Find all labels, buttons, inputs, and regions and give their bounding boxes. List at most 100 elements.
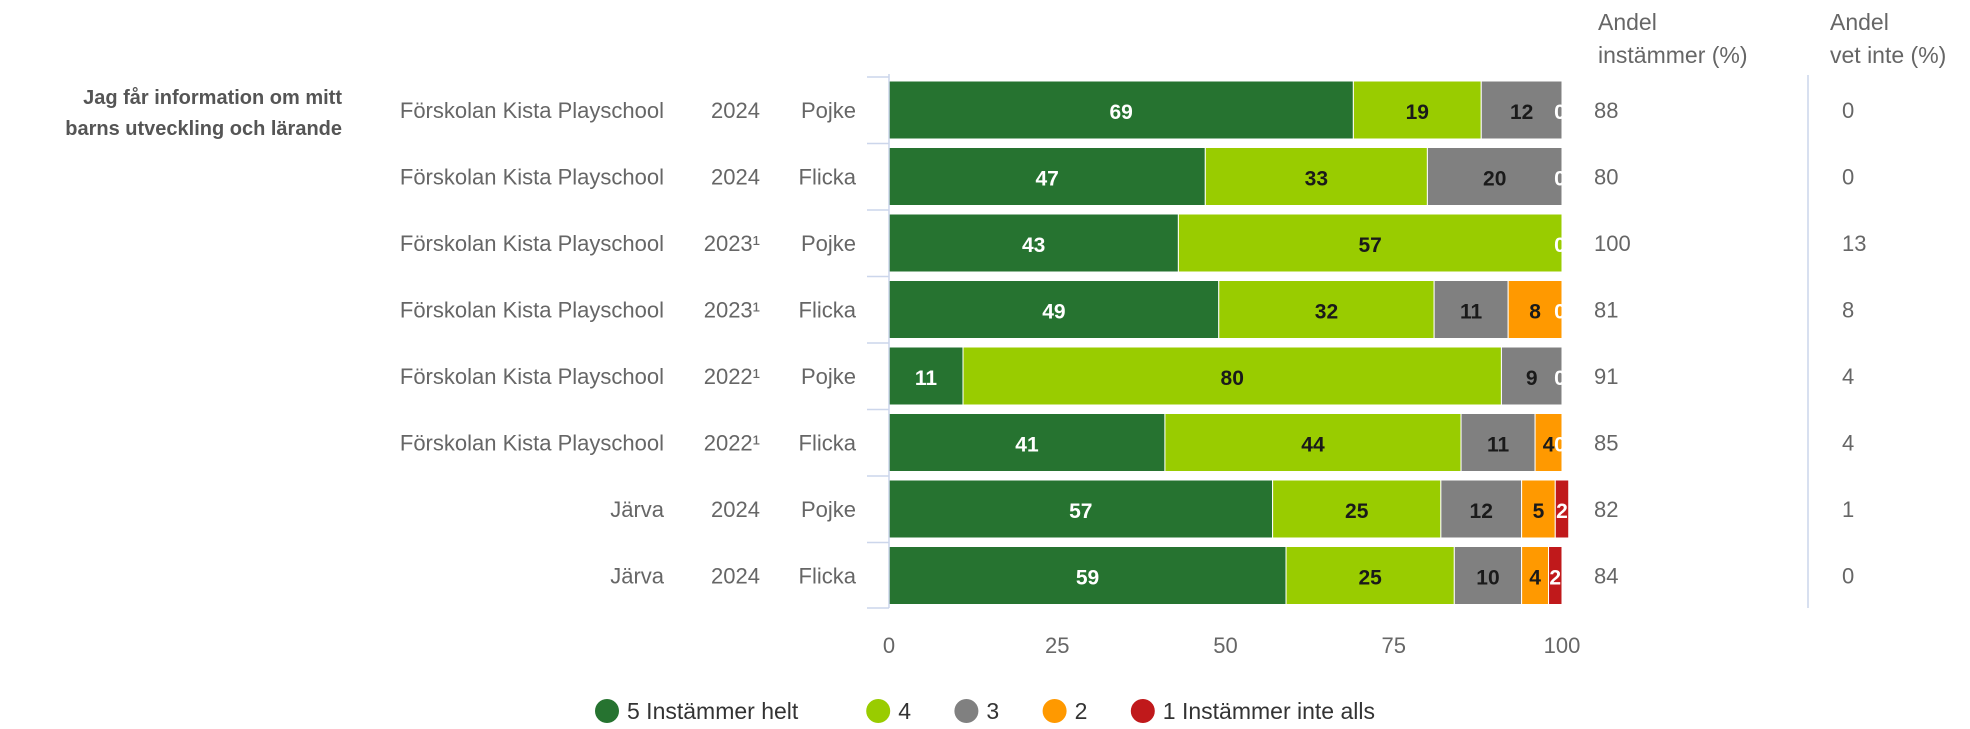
bar-segment	[1554, 479, 1570, 539]
data-label: 20	[1483, 168, 1506, 191]
share-dont-know-value: 4	[1842, 431, 1854, 456]
row-school-label: Förskolan Kista Playschool	[400, 98, 664, 123]
row-gender-label: Pojke	[801, 231, 856, 256]
share-agree-value: 80	[1594, 165, 1618, 190]
row-school-label: Förskolan Kista Playschool	[400, 165, 664, 190]
row-year-label: 2024	[711, 564, 760, 589]
legend-marker	[954, 699, 979, 723]
bar-segment	[1352, 80, 1482, 140]
data-label: 12	[1510, 101, 1533, 124]
row-labels: Förskolan Kista Playschool 2024 Pojke Försk…	[400, 98, 857, 589]
share-dont-know-value: 1	[1842, 497, 1854, 522]
zero-data-label: 0	[1554, 168, 1566, 191]
question-text: Jag får information om mitt barns utveckl…	[65, 86, 342, 140]
data-label: 11	[1487, 434, 1510, 457]
row-year-label: 2024	[711, 165, 760, 190]
data-label: 47	[1035, 168, 1058, 191]
row-gender-label: Pojke	[801, 364, 856, 389]
bar-segment	[888, 80, 1354, 140]
bar-segment	[962, 346, 1502, 406]
question-line: Jag får information om mitt	[83, 86, 342, 109]
header-share-dont-know-line: vet inte (%)	[1830, 42, 1946, 68]
data-label: 25	[1345, 500, 1369, 523]
row-year-label: 2023¹	[704, 298, 760, 323]
data-label: 57	[1069, 500, 1092, 523]
data-label: 41	[1015, 434, 1039, 457]
legend-marker	[1042, 699, 1067, 723]
row-year-label: 2024	[711, 497, 760, 522]
bar-segment	[888, 213, 1179, 273]
share-dont-know-value: 8	[1842, 298, 1854, 323]
row-year-label: 2023¹	[704, 231, 760, 256]
bar-segment	[1440, 479, 1523, 539]
row-gender-label: Flicka	[799, 298, 857, 323]
data-label: 59	[1076, 567, 1099, 590]
data-label: 80	[1221, 367, 1244, 390]
header-share-agree-line: instämmer (%)	[1598, 42, 1748, 68]
bar-segment	[1426, 147, 1563, 206]
legend-marker	[595, 699, 619, 723]
data-label: 32	[1315, 301, 1338, 324]
zero-data-label: 0	[1554, 101, 1566, 124]
row-gender-label: Flicka	[799, 431, 857, 456]
bar-segment	[1480, 80, 1563, 140]
bar-segment	[1521, 546, 1550, 605]
bar-segment	[1285, 546, 1455, 605]
row-year-label: 2024	[711, 98, 760, 123]
data-label: 12	[1470, 500, 1493, 523]
data-label: 2	[1556, 500, 1568, 523]
share-agree-value: 88	[1594, 98, 1618, 123]
legend-label: 1 Instämmer inte alls	[1163, 698, 1375, 724]
data-label: 4	[1529, 567, 1541, 590]
row-school-label: Förskolan Kista Playschool	[400, 364, 664, 389]
bar-segment	[1507, 280, 1563, 339]
bar-segment	[888, 280, 1220, 339]
data-label: 43	[1022, 234, 1045, 257]
share-agree-value: 82	[1594, 497, 1618, 522]
row-school-label: Förskolan Kista Playschool	[400, 298, 664, 323]
header-share-agree-line: Andel	[1598, 9, 1657, 35]
data-label: 11	[1460, 301, 1483, 324]
zero-data-label: 0	[1554, 301, 1566, 324]
data-label: 33	[1305, 168, 1328, 191]
data-label: 19	[1406, 101, 1429, 124]
bar-segment	[1460, 413, 1536, 472]
x-tick-label: 25	[1045, 633, 1069, 658]
share-dont-know-value: 0	[1842, 165, 1854, 190]
legend-label: 5 Instämmer helt	[627, 698, 799, 724]
row-school-label: Järva	[610, 497, 665, 522]
share-agree-value: 85	[1594, 431, 1618, 456]
legend-marker	[866, 699, 891, 723]
row-gender-label: Pojke	[801, 497, 856, 522]
data-label: 10	[1476, 567, 1499, 590]
data-label: 5	[1533, 500, 1545, 523]
data-label: 9	[1526, 367, 1538, 390]
share-columns: 88 0 80 0 100 13 81 8 91 4 85 4 82 1 84 0	[1594, 75, 1866, 608]
row-school-label: Förskolan Kista Playschool	[400, 431, 664, 456]
data-label: 57	[1359, 234, 1382, 257]
bar-segment	[1548, 546, 1563, 605]
share-dont-know-value: 4	[1842, 364, 1854, 389]
row-school-label: Förskolan Kista Playschool	[400, 231, 664, 256]
legend: 5 Instämmer helt 4 3 2 1 Instämmer inte alls	[595, 698, 1375, 724]
legend-label: 4	[898, 698, 911, 724]
data-label: 11	[915, 367, 938, 390]
zero-data-label: 0	[1554, 434, 1566, 457]
x-tick-label: 75	[1382, 633, 1406, 658]
row-year-label: 2022¹	[704, 431, 760, 456]
row-gender-label: Flicka	[799, 165, 857, 190]
share-agree-value: 81	[1594, 298, 1618, 323]
bar-segment	[1272, 479, 1442, 539]
bar-segment	[1164, 413, 1462, 472]
question-line: barns utveckling och lärande	[65, 118, 342, 140]
bar-segment	[1177, 213, 1563, 273]
bar-segment	[1534, 413, 1563, 472]
share-agree-value: 100	[1594, 231, 1631, 256]
share-dont-know-value: 13	[1842, 231, 1866, 256]
share-agree-value: 84	[1594, 564, 1618, 589]
question-label: Jag får information om mitt barns utveckl…	[65, 86, 342, 140]
data-label: 44	[1301, 434, 1325, 457]
bar-segment	[1433, 280, 1509, 339]
data-label: 4	[1543, 434, 1555, 457]
